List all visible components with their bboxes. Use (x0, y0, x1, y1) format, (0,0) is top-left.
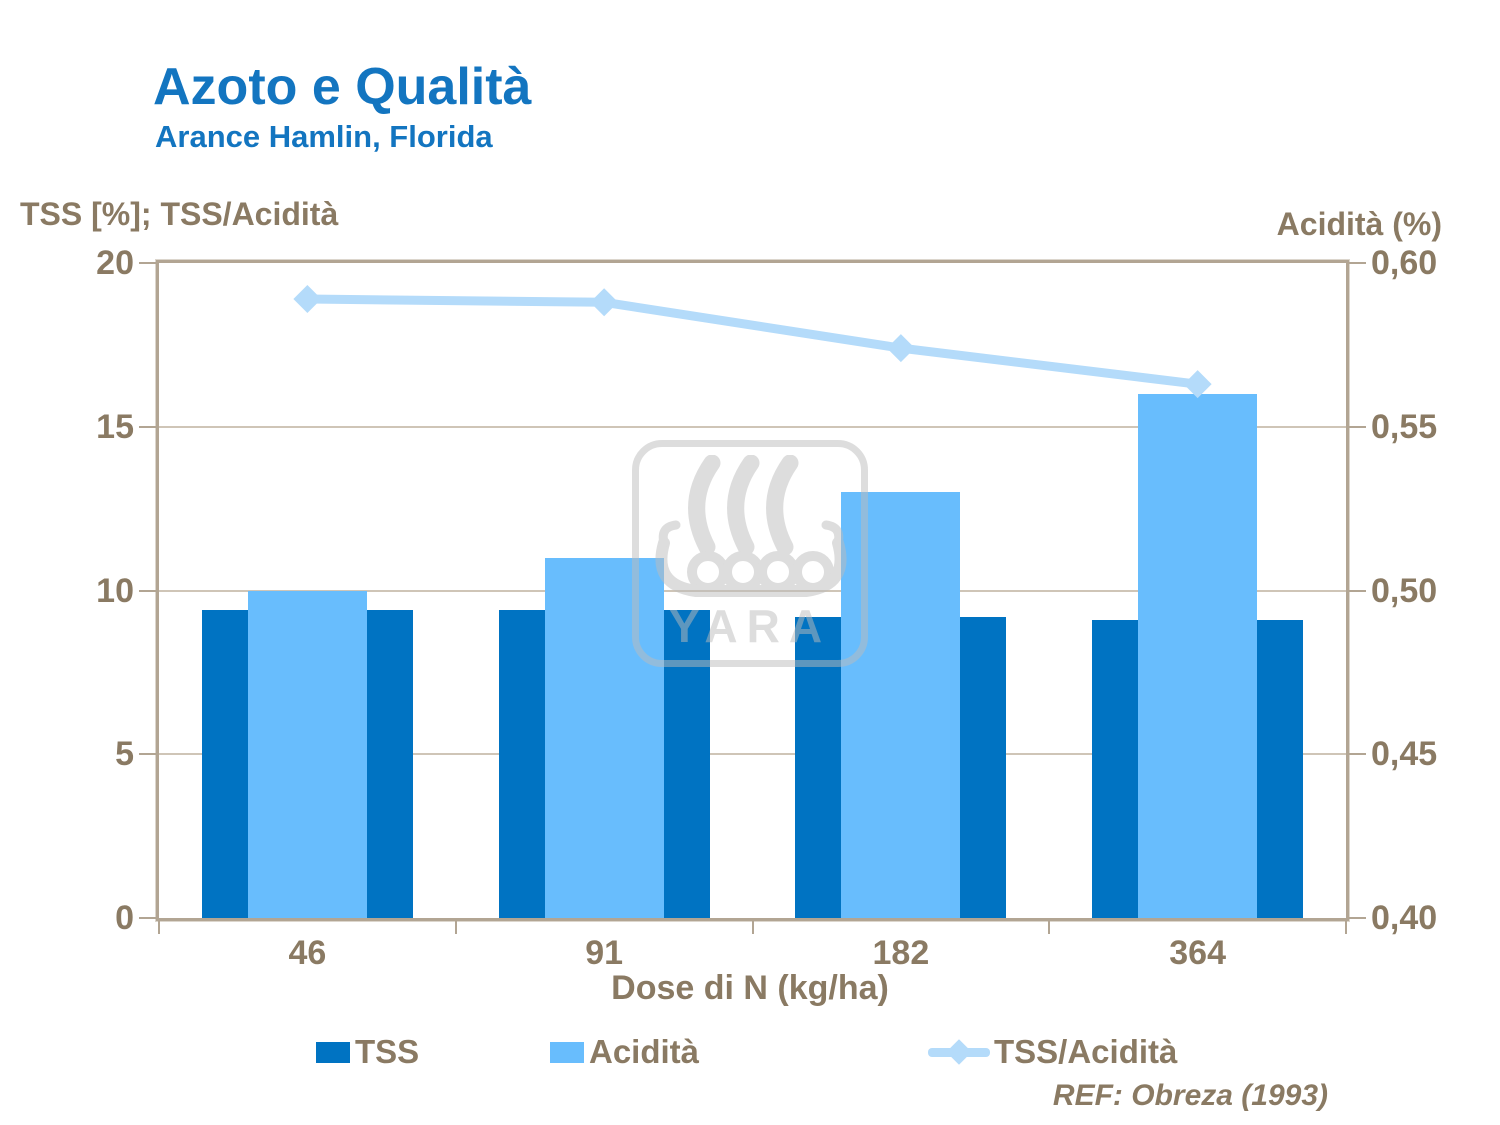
page-subtitle: Arance Hamlin, Florida (155, 119, 493, 154)
left-axis-tick-label: 10 (96, 571, 134, 610)
legend-item-tss: TSS (316, 1029, 419, 1075)
x-category-label: 91 (585, 934, 624, 972)
gridline (159, 753, 1346, 756)
x-category-label: 46 (288, 934, 327, 972)
diamond-marker-icon (1183, 370, 1212, 399)
legend-label: TSS (355, 1033, 420, 1070)
legend-diamond-icon (946, 1039, 972, 1065)
x-axis-tick-mark (751, 921, 754, 934)
bar-acidità (1138, 394, 1258, 918)
left-axis-tick-label: 20 (96, 244, 134, 282)
x-axis-tick-mark (1048, 921, 1051, 934)
left-axis-tick-label: 15 (96, 407, 134, 446)
x-axis-title: Dose di N (kg/ha) (611, 969, 889, 1007)
legend-item-tss/acidità: TSS/Acidità (928, 1029, 1177, 1075)
x-axis-tick-mark (1345, 921, 1347, 934)
left-axis-tick-mark (139, 262, 156, 264)
line-series-tss-acidita (293, 285, 1212, 399)
page-title: Azoto e Qualità (153, 58, 532, 116)
right-axis-tick-label: 0,55 (1371, 407, 1438, 446)
reference-text: REF: Obreza (1993) (1052, 1079, 1328, 1112)
bar-acidità (544, 557, 664, 918)
left-axis-title: TSS [%]; TSS/Acidità (20, 196, 339, 232)
left-axis-tick-mark (139, 753, 156, 756)
diamond-marker-icon (293, 285, 322, 314)
right-axis-title: Acidità (%) (1276, 206, 1442, 242)
right-axis-tick-label: 0,60 (1371, 244, 1438, 282)
legend-swatch-icon (316, 1041, 350, 1063)
left-axis-tick-mark (139, 589, 156, 592)
plot-frame (156, 260, 1349, 921)
left-axis-tick-label: 0 (115, 899, 134, 937)
right-axis-tick-mark (1349, 753, 1366, 756)
legend-item-acidità: Acidità (550, 1029, 699, 1075)
x-axis-tick-mark (158, 921, 160, 934)
legend-swatch-icon (550, 1041, 584, 1063)
x-axis-tick-mark (454, 921, 457, 934)
diamond-marker-icon (886, 334, 915, 363)
right-axis-tick-mark (1349, 262, 1366, 264)
right-axis-tick-label: 0,50 (1371, 571, 1438, 610)
right-axis-tick-label: 0,45 (1371, 735, 1438, 774)
x-category-label: 364 (1169, 934, 1226, 972)
gridline (159, 425, 1346, 428)
x-category-label: 182 (872, 934, 930, 972)
left-axis-tick-mark (139, 425, 156, 428)
left-axis-tick-mark (139, 917, 156, 919)
legend-line-icon (928, 1039, 990, 1065)
legend-label: TSS/Acidità (994, 1033, 1178, 1070)
right-axis-tick-mark (1349, 917, 1366, 919)
right-axis-tick-label: 0,40 (1371, 899, 1438, 937)
line-path (302, 294, 1203, 389)
left-axis-tick-label: 5 (115, 735, 134, 774)
legend-label: Acidità (589, 1033, 700, 1070)
diamond-marker-icon (590, 288, 619, 317)
bar-acidità (247, 590, 367, 918)
right-axis-tick-mark (1349, 589, 1366, 592)
right-axis-tick-mark (1349, 425, 1366, 428)
plot-area (159, 263, 1346, 918)
